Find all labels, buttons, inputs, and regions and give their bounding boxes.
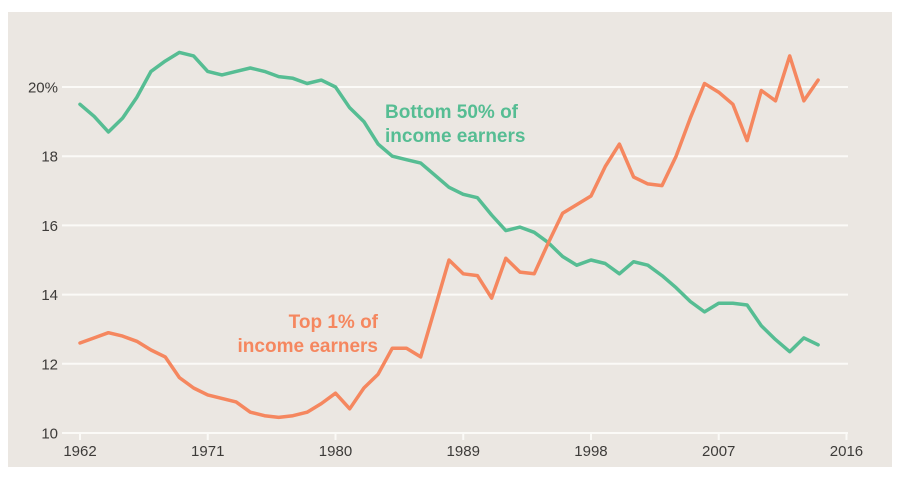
x-tick-label-1971: 1971 bbox=[191, 443, 224, 460]
x-tick-label-1980: 1980 bbox=[319, 443, 352, 460]
x-axis-ticks: 1962 1971 1980 1989 1998 2007 2016 bbox=[63, 433, 863, 460]
x-tick-label-2007: 2007 bbox=[702, 443, 735, 460]
series-line-top-1 bbox=[78, 54, 820, 420]
series-label-bottom-50: Bottom 50% of income earners bbox=[385, 101, 525, 149]
series-label-top-1-line2: income earners bbox=[237, 336, 378, 357]
y-tick-label-20: 20% bbox=[28, 80, 58, 97]
y-tick-label-16: 16 bbox=[41, 218, 58, 235]
series-label-bottom-50-line2: income earners bbox=[385, 126, 526, 147]
y-tick-label-10: 10 bbox=[41, 426, 58, 443]
series-label-bottom-50-line1: Bottom 50% of bbox=[385, 102, 518, 123]
x-tick-label-1989: 1989 bbox=[447, 443, 480, 460]
y-axis-labels: 10 12 14 16 18 20% bbox=[28, 80, 58, 443]
x-tick-label-1962: 1962 bbox=[63, 443, 96, 460]
y-gridlines bbox=[62, 86, 848, 434]
y-tick-label-12: 12 bbox=[41, 356, 58, 373]
y-tick-label-14: 14 bbox=[41, 287, 58, 304]
series-label-top-1: Top 1% of income earners bbox=[238, 311, 378, 359]
series-line-bottom-50 bbox=[78, 50, 820, 354]
x-tick-label-2016: 2016 bbox=[830, 443, 863, 460]
y-tick-label-18: 18 bbox=[41, 149, 58, 166]
x-tick-label-1998: 1998 bbox=[574, 443, 607, 460]
series-label-top-1-line1: Top 1% of bbox=[288, 312, 378, 333]
